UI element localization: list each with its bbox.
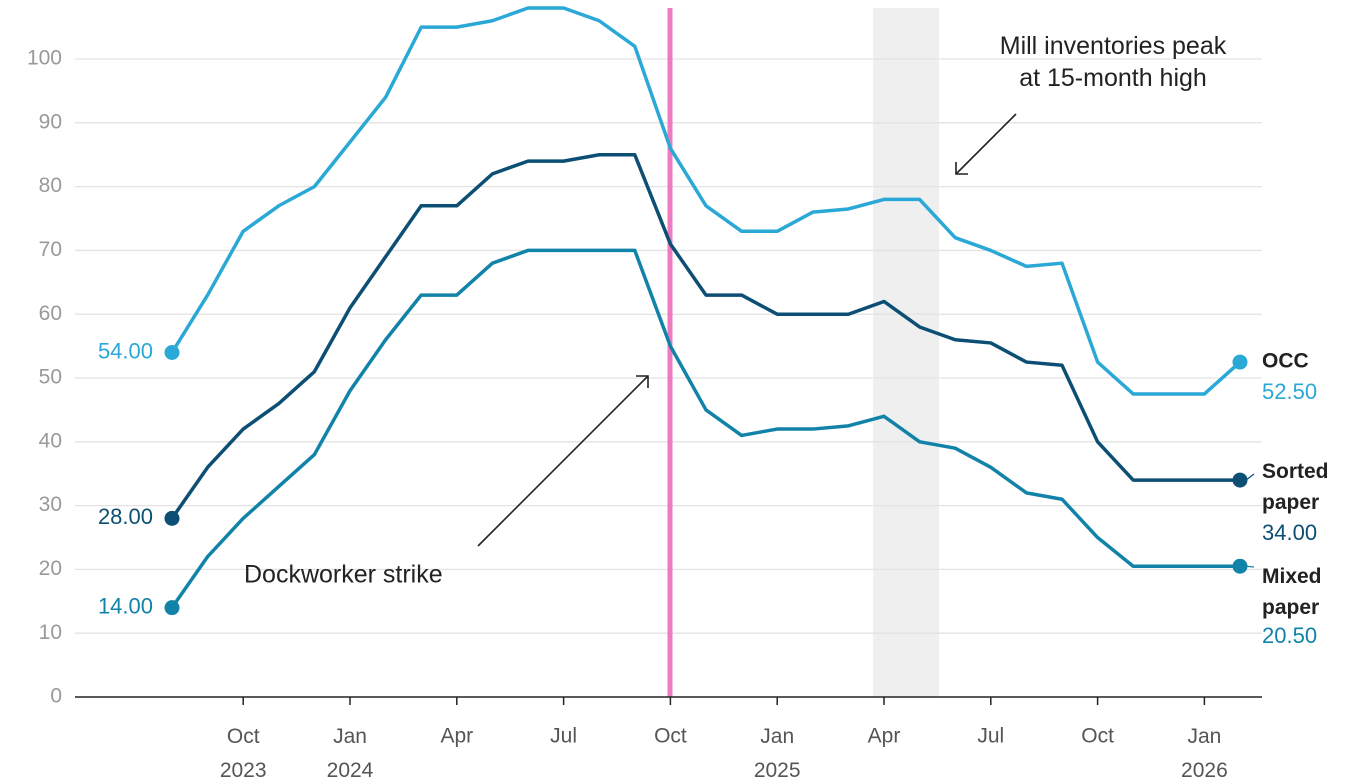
start-label: 14.00 [98,593,153,618]
x-tick-label: Oct 2023 [220,725,267,782]
end-dot [164,345,180,360]
series-line [170,6,1242,396]
annotation-arrows [477,113,1017,547]
x-tick-label: Apr [868,725,901,748]
annotation: Dockworker strike [244,561,443,589]
shaded-period [873,8,939,697]
x-tick-label: Jul [550,725,577,748]
x-tick-label: Oct [1081,725,1114,748]
label-connector [1245,473,1255,481]
x-tick-label: Jan 2025 [754,725,801,782]
end-dot [164,510,180,526]
x-tick-label: Jul [977,725,1004,748]
legend-label: Mixed paper [1262,565,1322,619]
end-label: 20.50 [1262,623,1317,648]
y-tick-label: 60 [39,302,62,325]
y-tick-label: 80 [39,174,62,197]
y-tick-label: 20 [39,557,62,580]
y-tick-label: 0 [50,685,62,708]
x-tick-label: Oct [654,725,687,748]
y-tick-label: 90 [39,110,62,133]
start-label: 54.00 [98,338,153,363]
y-tick-label: 10 [39,621,62,644]
x-tick-label: Jan 2026 [1181,725,1228,782]
y-tick-label: 100 [27,47,62,70]
series-line [170,248,1240,609]
label-connector [1245,565,1255,568]
end-dot [1232,472,1248,488]
y-tick-label: 70 [39,238,62,261]
y-tick-label: 50 [39,366,62,389]
end-label: 34.00 [1262,520,1317,545]
end-dot [1232,354,1248,370]
end-dot [1232,558,1248,574]
end-label: 52.50 [1262,379,1317,404]
legend-label: OCC [1262,350,1309,373]
end-dot [164,600,180,616]
y-tick-label: 30 [39,493,62,516]
series-line [170,152,1240,520]
legend-label: Sorted paper [1262,460,1329,514]
x-tick-label: Jan 2024 [327,725,374,782]
y-tick-label: 40 [39,429,62,452]
start-label: 28.00 [98,504,153,529]
annotation: Mill inventories peak at 15-month high [1000,32,1227,92]
x-tick-label: Apr [440,725,473,748]
